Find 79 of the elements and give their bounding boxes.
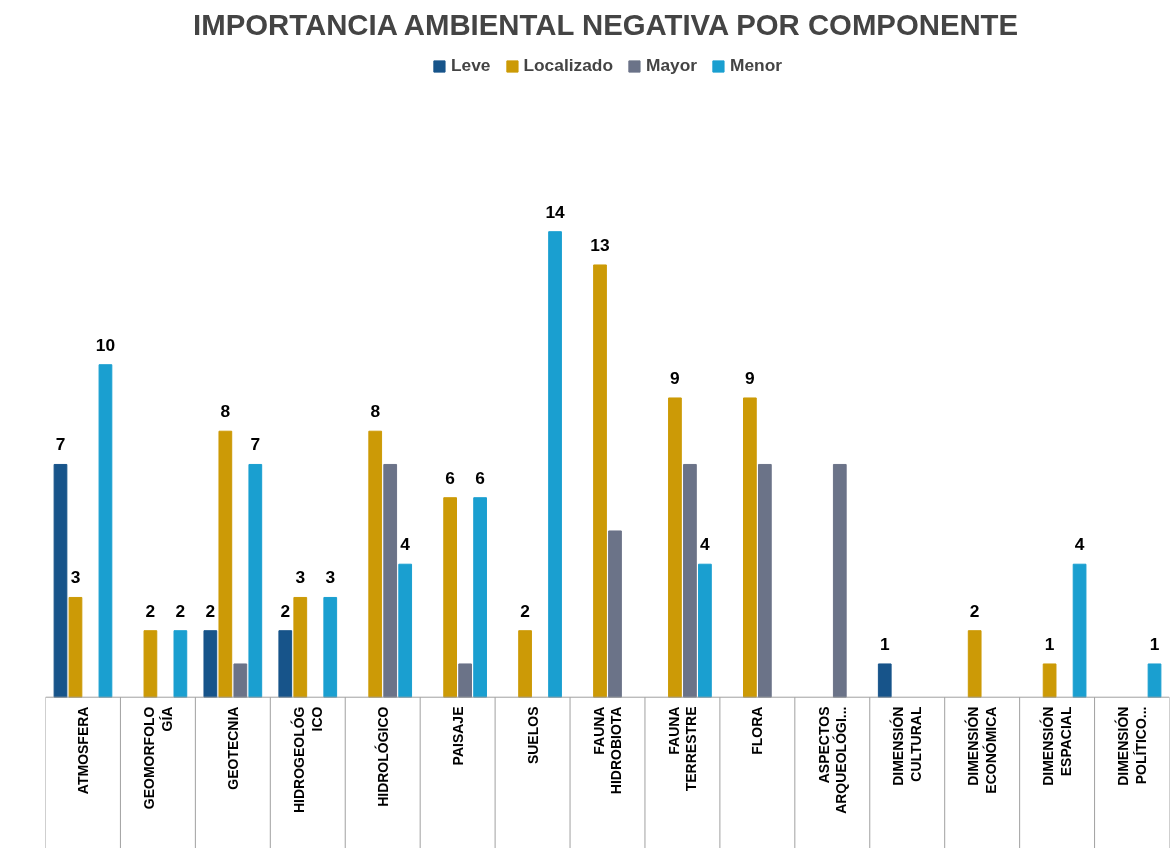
bar bbox=[323, 596, 338, 698]
bar bbox=[608, 530, 622, 698]
x-tick-label: HIDROLÓGICO bbox=[373, 706, 391, 807]
bar bbox=[473, 497, 487, 698]
data-label: 7 bbox=[250, 434, 261, 455]
bar bbox=[668, 397, 682, 698]
bar bbox=[203, 630, 218, 698]
x-tick-label: DIMENSIÓN ESPACIAL bbox=[1039, 706, 1074, 786]
x-tick-label: DIMENSIÓN CULTURAL bbox=[889, 706, 925, 786]
data-label: 8 bbox=[220, 401, 231, 422]
data-label: 8 bbox=[370, 401, 381, 422]
data-label: 13 bbox=[590, 234, 611, 255]
bar bbox=[218, 430, 233, 698]
bar bbox=[757, 463, 772, 698]
data-label: 4 bbox=[400, 534, 411, 555]
data-label: 2 bbox=[205, 600, 216, 621]
x-tick-label: PAISAJE bbox=[449, 706, 466, 766]
data-label: 14 bbox=[545, 201, 566, 222]
x-tick-label: GEOTECNIA bbox=[224, 706, 241, 790]
data-label: 9 bbox=[745, 367, 755, 388]
bar bbox=[383, 463, 398, 698]
data-label: 1 bbox=[1044, 633, 1055, 654]
data-label: 10 bbox=[95, 334, 116, 355]
data-label: 4 bbox=[1074, 534, 1085, 555]
data-label: 7 bbox=[55, 434, 66, 455]
x-tick-label: ATMOSFERA bbox=[74, 706, 91, 795]
bar bbox=[1147, 663, 1162, 698]
bar bbox=[1042, 663, 1057, 698]
bar bbox=[233, 663, 248, 698]
x-tick-label: FLORA bbox=[749, 706, 766, 755]
data-label: 3 bbox=[295, 567, 306, 588]
data-label: 3 bbox=[325, 567, 336, 588]
bar bbox=[593, 264, 607, 698]
data-label: 6 bbox=[445, 467, 456, 488]
x-tick-label: DIMENSIÓN ECONÓMICA bbox=[964, 706, 999, 794]
data-label: 6 bbox=[475, 467, 486, 488]
bar bbox=[398, 563, 413, 698]
bar bbox=[1072, 563, 1087, 698]
bar bbox=[173, 630, 188, 698]
x-tick-label: HIDROGEOLÓG ICO bbox=[289, 706, 325, 814]
bar bbox=[548, 231, 562, 698]
x-tick-label: GEOMORFOLO GÍA bbox=[141, 706, 175, 810]
data-label: 9 bbox=[670, 367, 680, 388]
data-label: 2 bbox=[969, 600, 980, 621]
bar bbox=[832, 463, 847, 698]
data-label: 1 bbox=[879, 633, 890, 654]
legend-label: Leve bbox=[450, 55, 491, 76]
x-tick-label: SUELOS bbox=[524, 706, 541, 765]
x-tick-label: ASPECTOS ARQUEOLÓGI... bbox=[815, 706, 850, 814]
bar bbox=[143, 630, 158, 698]
bar bbox=[293, 596, 308, 698]
bar bbox=[683, 463, 697, 698]
x-tick-label: DIMENSIÓN POLÍTICO... bbox=[1114, 706, 1149, 786]
bar bbox=[743, 397, 757, 698]
bar bbox=[443, 497, 458, 698]
legend-label: Mayor bbox=[646, 55, 698, 76]
bar bbox=[458, 663, 472, 698]
bar bbox=[698, 563, 712, 698]
chart-title: IMPORTANCIA AMBIENTAL NEGATIVA POR COMPONENTE bbox=[193, 7, 1019, 41]
bar bbox=[518, 630, 532, 698]
x-tick-label: FAUNA TERRESTRE bbox=[665, 706, 700, 792]
data-label: 4 bbox=[700, 534, 711, 555]
bar bbox=[967, 630, 982, 698]
data-label: 2 bbox=[145, 600, 156, 621]
data-label: 2 bbox=[175, 600, 186, 621]
data-label: 2 bbox=[280, 600, 291, 621]
data-label: 3 bbox=[70, 567, 81, 588]
bar bbox=[278, 630, 293, 698]
legend-label: Menor bbox=[730, 55, 783, 76]
bar bbox=[248, 463, 263, 698]
bar bbox=[877, 663, 892, 698]
data-label: 1 bbox=[1149, 633, 1160, 654]
legend-label: Localizado bbox=[523, 55, 613, 76]
x-tick-label: FAUNA HIDROBIOTA bbox=[590, 706, 625, 795]
bar bbox=[98, 364, 113, 698]
bar bbox=[368, 430, 383, 698]
bar bbox=[68, 596, 83, 698]
bar bbox=[53, 463, 68, 698]
data-label: 2 bbox=[520, 600, 530, 621]
